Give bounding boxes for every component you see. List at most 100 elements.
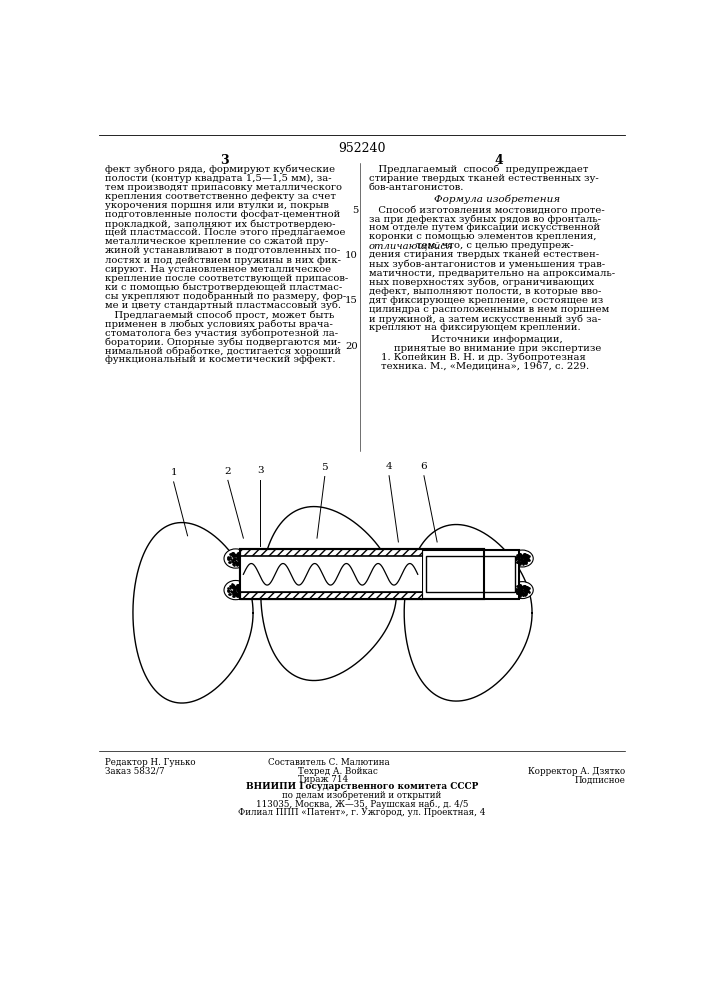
Point (232, 550, 243, 566)
Point (519, 551, 530, 567)
Text: жиной устанавливают в подготовленных по-: жиной устанавливают в подготовленных по- (105, 246, 341, 255)
Point (522, 551, 534, 567)
Point (520, 554, 532, 570)
Point (519, 581, 530, 597)
Point (228, 551, 240, 567)
Text: Подписное: Подписное (575, 775, 626, 784)
Text: 4: 4 (495, 154, 503, 167)
Point (519, 579, 530, 595)
Bar (240, 549, 484, 599)
Text: крепление после соответствующей припасов-: крепление после соответствующей припасов… (105, 274, 349, 283)
Point (519, 578, 530, 594)
Point (228, 583, 240, 599)
Point (511, 578, 522, 594)
Point (519, 578, 530, 594)
Point (236, 580, 247, 596)
Point (519, 554, 530, 570)
Point (511, 554, 522, 570)
Point (229, 580, 240, 596)
Point (231, 548, 243, 564)
Point (223, 583, 235, 599)
Point (520, 547, 532, 563)
Point (510, 581, 521, 597)
Text: стирание твердых тканей естественных зу-: стирание твердых тканей естественных зу- (369, 174, 599, 183)
Point (228, 580, 239, 596)
Point (227, 552, 238, 568)
Text: тем производят припасовку металлического: тем производят припасовку металлического (105, 183, 342, 192)
Point (224, 586, 235, 602)
Text: 3: 3 (220, 154, 228, 167)
Point (515, 582, 527, 598)
Text: прокладкой, заполняют их быстротвердею-: прокладкой, заполняют их быстротвердею- (105, 219, 336, 229)
Point (227, 588, 238, 604)
Point (230, 554, 242, 570)
Point (518, 579, 529, 595)
Point (236, 584, 247, 600)
Ellipse shape (224, 580, 247, 600)
Point (513, 547, 525, 563)
Point (224, 554, 235, 570)
Point (227, 556, 238, 572)
Point (518, 580, 530, 596)
Text: техника. М., «Медицина», 1967, с. 229.: техника. М., «Медицина», 1967, с. 229. (381, 362, 590, 371)
Point (519, 586, 530, 602)
Point (521, 579, 532, 595)
Point (225, 549, 236, 565)
Text: ном отделе путем фиксации искусственной: ном отделе путем фиксации искусственной (369, 223, 600, 232)
Point (234, 547, 245, 563)
Point (235, 578, 246, 594)
Point (233, 579, 244, 595)
Point (512, 547, 523, 563)
Point (224, 546, 235, 562)
Point (515, 586, 527, 602)
Text: 3: 3 (257, 466, 264, 475)
Point (228, 577, 239, 593)
Text: щей пластмассой. После этого предлагаемое: щей пластмассой. После этого предлагаемо… (105, 228, 346, 237)
Point (228, 577, 239, 593)
Point (516, 579, 527, 595)
Text: ки с помощью быстротвердеющей пластмас-: ки с помощью быстротвердеющей пластмас- (105, 283, 343, 292)
Point (228, 582, 240, 598)
Text: матичности, предварительно на апроксималь-: матичности, предварительно на апроксимал… (369, 269, 615, 278)
Point (522, 579, 533, 595)
Text: стоматолога без участия зубопротезной ла-: стоматолога без участия зубопротезной ла… (105, 328, 339, 338)
Point (519, 547, 530, 563)
Text: и пружиной, а затем искусственный зуб за-: и пружиной, а затем искусственный зуб за… (369, 314, 601, 324)
Point (518, 554, 530, 570)
Point (226, 547, 238, 563)
Point (226, 545, 238, 561)
Point (510, 582, 521, 598)
Point (228, 586, 240, 602)
Text: фект зубного ряда, формируют кубические: фект зубного ряда, формируют кубические (105, 165, 336, 174)
Point (233, 550, 244, 566)
Text: нимальной обработке, достигается хороший: нимальной обработке, достигается хороший (105, 346, 341, 356)
Point (228, 551, 240, 567)
Point (516, 580, 527, 596)
Point (223, 551, 234, 567)
Ellipse shape (224, 549, 247, 568)
Point (514, 584, 525, 600)
Point (520, 551, 532, 567)
Point (515, 579, 527, 595)
Point (516, 548, 527, 564)
Text: Заказ 5832/7: Заказ 5832/7 (105, 767, 165, 776)
Point (520, 584, 532, 600)
Point (233, 553, 245, 569)
Point (232, 555, 243, 571)
Point (519, 587, 530, 603)
Text: подготовленные полости фосфат-цементной: подготовленные полости фосфат-цементной (105, 210, 341, 219)
Point (233, 550, 244, 566)
Point (225, 583, 236, 599)
Text: коронки с помощью элементов крепления,: коронки с помощью элементов крепления, (369, 232, 597, 241)
Text: 6: 6 (421, 462, 427, 471)
Point (519, 549, 530, 565)
Point (230, 586, 241, 602)
Text: 20: 20 (345, 342, 358, 351)
Text: 10: 10 (345, 251, 358, 260)
Point (235, 583, 246, 599)
Point (228, 579, 239, 595)
Text: по делам изобретений и открытий: по делам изобретений и открытий (282, 791, 442, 800)
Text: дения стирания твердых тканей естествен-: дения стирания твердых тканей естествен- (369, 250, 599, 259)
Point (229, 582, 240, 598)
Text: 113035, Москва, Ж—35, Раушская наб., д. 4/5: 113035, Москва, Ж—35, Раушская наб., д. … (256, 799, 468, 809)
